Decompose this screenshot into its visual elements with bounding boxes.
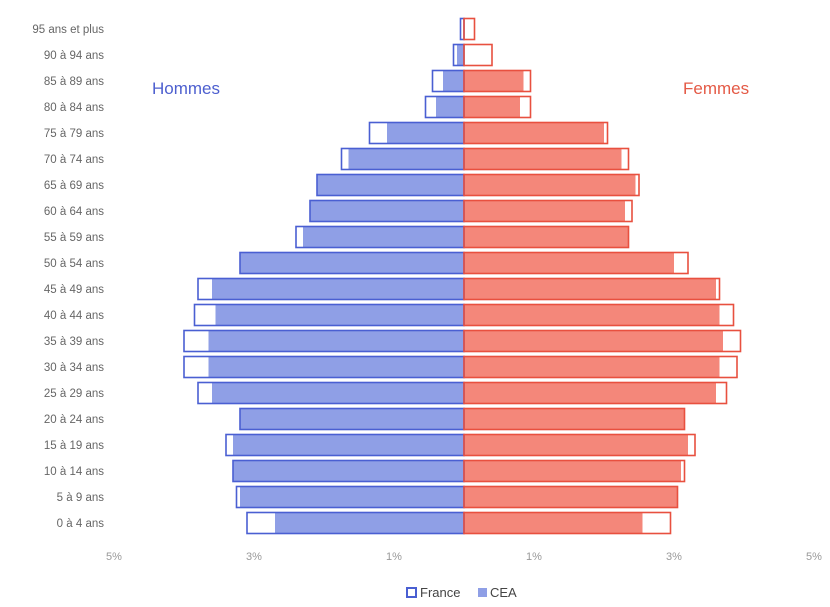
cea-femmes-bar [464,486,678,508]
cea-femmes-bar [464,512,643,534]
cea-hommes-bar [240,252,464,274]
france-femmes-bar [463,433,696,457]
age-label: 95 ans et plus [32,24,104,36]
age-label: 25 à 29 ans [44,388,104,400]
france-femmes-bar [463,121,609,145]
france-femmes-bar [463,225,630,249]
cea-femmes-bar [464,304,720,326]
cea-hommes-bar [303,226,464,248]
france-femmes-bar [463,355,738,379]
age-label: 45 à 49 ans [44,284,104,296]
france-femmes-bar [463,459,686,483]
cea-hommes-bar [317,174,464,196]
cea-hommes-bar [208,356,464,378]
x-tick-label: 3% [666,551,682,563]
cea-hommes-bar [348,148,464,170]
age-label: 65 à 69 ans [44,180,104,192]
france-femmes-bar [463,407,686,431]
cea-hommes-bar [275,512,464,534]
age-label: 20 à 24 ans [44,414,104,426]
cea-hommes-bar [457,44,464,66]
age-label: 5 à 9 ans [57,492,105,504]
cea-femmes-bar [464,278,716,300]
x-tick-label: 1% [526,551,542,563]
age-label: 70 à 74 ans [44,154,104,166]
cea-hommes-bar [240,486,464,508]
cea-femmes-bar [464,330,723,352]
cea-femmes-bar [464,148,622,170]
france-femmes-bar [463,329,742,353]
cea-femmes-bar [464,252,674,274]
age-label: 80 à 84 ans [44,102,104,114]
france-femmes-bar [463,485,679,509]
cea-femmes-bar [464,226,629,248]
cea-hommes-bar [443,70,464,92]
cea-femmes-bar [464,122,604,144]
legend: France CEA [406,585,517,600]
cea-hommes-bar [233,434,464,456]
france-femmes-bar [463,303,735,327]
age-label: 50 à 54 ans [44,258,104,270]
cea-hommes-bar [310,200,464,222]
cea-hommes-bar [436,96,464,118]
cea-hommes-bar [387,122,464,144]
france-femmes-bar [463,147,630,171]
france-femmes-bar [463,173,640,197]
france-femmes-bar [463,199,633,223]
age-label: 35 à 39 ans [44,336,104,348]
cea-hommes-bar [233,460,464,482]
cea-femmes-bar [464,200,625,222]
cea-femmes-bar [464,96,520,118]
age-axis-labels: 0 à 4 ans 5 à 9 ans 10 à 14 ans 15 à 19 ans… [32,24,104,530]
france-femmes-bar [463,511,672,535]
france-femmes-bar [463,17,476,41]
age-label: 60 à 64 ans [44,206,104,218]
france-femmes-bar [463,95,532,119]
france-femmes-bar [463,69,532,93]
age-label: 90 à 94 ans [44,50,104,62]
cea-hommes-bar [240,408,464,430]
france-bars [183,17,742,535]
x-axis-tick-labels: 5% 3% 1% 1% 3% 5% [106,551,822,563]
legend-france-swatch [406,587,417,598]
age-label: 55 à 59 ans [44,232,104,244]
france-femmes-bar [463,43,493,67]
france-femmes-bar [463,381,728,405]
legend-france-label: France [420,585,460,600]
x-tick-label: 1% [386,551,402,563]
hommes-label: Hommes [152,79,220,98]
cea-hommes-bar [215,304,464,326]
cea-hommes-bar [212,382,464,404]
cea-femmes-bar [464,382,716,404]
age-label: 10 à 14 ans [44,466,104,478]
age-label: 0 à 4 ans [57,518,105,530]
x-tick-label: 5% [106,551,122,563]
cea-femmes-bar [464,174,636,196]
age-label: 15 à 19 ans [44,440,104,452]
cea-femmes-bar [464,408,685,430]
france-femmes-bar [463,277,721,301]
x-tick-label: 5% [806,551,822,563]
cea-femmes-bar [464,460,681,482]
femmes-label: Femmes [683,79,749,98]
cea-femmes-bar [464,434,688,456]
x-tick-label: 3% [246,551,262,563]
age-label: 30 à 34 ans [44,362,104,374]
age-label: 75 à 79 ans [44,128,104,140]
legend-cea-label: CEA [490,585,517,600]
cea-hommes-bar [212,278,464,300]
cea-femmes-bar [464,356,720,378]
cea-bars [208,44,723,534]
cea-femmes-bar [464,70,524,92]
cea-hommes-bar [208,330,464,352]
france-femmes-bar [463,251,689,275]
age-label: 40 à 44 ans [44,310,104,322]
age-label: 85 à 89 ans [44,76,104,88]
legend-cea-swatch [478,588,487,597]
